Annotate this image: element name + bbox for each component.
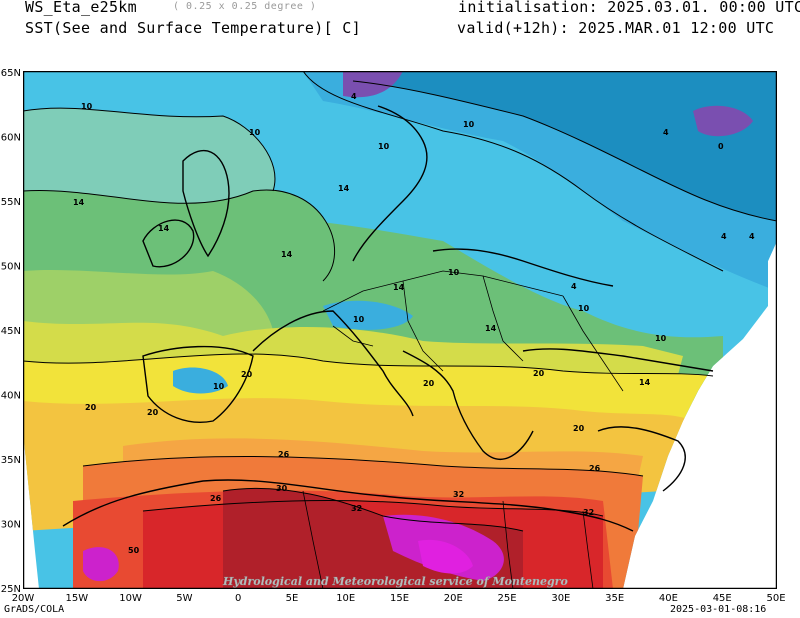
- contour-label: 26: [210, 494, 222, 503]
- contour-label: 32: [453, 490, 464, 499]
- band-0: [343, 71, 403, 98]
- contour-label: 30: [276, 484, 288, 493]
- contour-label: 10: [249, 128, 261, 137]
- latitude-tick-label: 40N: [1, 391, 21, 402]
- contour-label: 20: [85, 403, 97, 412]
- country-borders: [302, 270, 624, 589]
- sst-map: 10 10 10 10 14 14 14 14 20 20 20 26 26 3…: [23, 71, 777, 589]
- band-36: [418, 539, 473, 574]
- latitude-tick-label: 65N: [1, 68, 21, 79]
- model-title: WS_Eta_e25km: [25, 0, 137, 16]
- contour-label: 20: [533, 369, 545, 378]
- band-2: [353, 71, 777, 221]
- contour-label: 32: [351, 504, 362, 513]
- longitude-tick-label: 5W: [176, 593, 192, 604]
- longitude-tick-label: 10W: [119, 593, 142, 604]
- longitude-tick-label: 15E: [390, 593, 409, 604]
- contour-label: 14: [485, 324, 497, 333]
- software-credit: GrADS/COLA: [4, 604, 65, 615]
- longitude-ticks: 20W 15W 10W 5W 0 5E 10E 15E 20E 25E 30E 35E 40E 45E 50…: [12, 593, 786, 604]
- contour-label: 14: [158, 224, 170, 233]
- contour-label: 4: [351, 92, 357, 101]
- contour-label: 14: [281, 250, 293, 259]
- contour-label: 4: [571, 282, 577, 291]
- contour-label: 14: [338, 184, 350, 193]
- contour-label: 4: [749, 232, 755, 241]
- watermark: Hydrological and Meteorological service …: [222, 575, 568, 588]
- contour-label: 14: [73, 198, 85, 207]
- contour-label: 4: [721, 232, 727, 241]
- longitude-tick-label: 35E: [605, 593, 624, 604]
- contour-lines: [23, 71, 777, 532]
- longitude-tick-label: 0: [235, 593, 241, 604]
- longitude-tick-label: 45E: [713, 593, 732, 604]
- coastlines: [62, 105, 714, 532]
- map-border: [23, 71, 777, 589]
- valid-time: valid(+12h): 2025.MAR.01 12:00 UTC: [457, 19, 775, 37]
- longitude-tick-label: 20E: [444, 593, 463, 604]
- contour-label: 20: [423, 379, 435, 388]
- contour-label: 10: [655, 334, 667, 343]
- contour-label: 20: [241, 370, 253, 379]
- field-title: SST(See and Surface Temperature)[ C]: [25, 19, 361, 37]
- alps-patch: [323, 300, 413, 330]
- longitude-tick-label: 20W: [12, 593, 35, 604]
- longitude-tick-label: 40E: [659, 593, 678, 604]
- latitude-tick-label: 35N: [1, 455, 21, 466]
- longitude-tick-label: 30E: [551, 593, 570, 604]
- latitude-tick-label: 50N: [1, 262, 21, 273]
- contour-label: 20: [573, 424, 585, 433]
- contour-label: 10: [378, 142, 390, 151]
- contour-label: 20: [147, 408, 159, 417]
- initialisation-time: initialisation: 2025.03.01. 00:00 UTC: [458, 0, 800, 16]
- latitude-tick-label: 45N: [1, 326, 21, 337]
- contour-labels: 10 10 10 10 14 14 14 14 20 20 20 26 26 3…: [73, 92, 755, 555]
- latitude-tick-label: 60N: [1, 133, 21, 144]
- latitude-tick-label: 25N: [1, 584, 21, 595]
- longitude-tick-label: 25E: [498, 593, 517, 604]
- contour-label: 26: [278, 450, 290, 459]
- latitude-tick-label: 30N: [1, 520, 21, 531]
- timestamp: 2025-03-01-08:16: [670, 604, 767, 615]
- longitude-tick-label: 15W: [65, 593, 88, 604]
- band-34b: [83, 547, 119, 582]
- contour-label: 10: [463, 120, 475, 129]
- contour-label: 10: [213, 382, 225, 391]
- band-0b: [693, 105, 753, 137]
- latitude-tick-label: 55N: [1, 197, 21, 208]
- contour-label: 10: [353, 315, 365, 324]
- contour-label: 10: [81, 102, 93, 111]
- contour-label: 50: [128, 546, 140, 555]
- contour-label: 10: [448, 268, 460, 277]
- contour-label: 0: [718, 142, 724, 151]
- contour-label: 4: [663, 128, 669, 137]
- longitude-tick-label: 5E: [286, 593, 299, 604]
- contour-label: 14: [639, 378, 651, 387]
- longitude-tick-label: 50E: [766, 593, 785, 604]
- grid-resolution: ( 0.25 x 0.25 degree ): [173, 1, 317, 12]
- contour-label: 14: [393, 283, 405, 292]
- latitude-ticks: 65N 60N 55N 50N 45N 40N 35N 30N 25N: [1, 68, 21, 595]
- contour-label: 26: [589, 464, 601, 473]
- iberia-patch: [173, 367, 228, 394]
- contour-label: 10: [578, 304, 590, 313]
- sst-field: [23, 71, 777, 589]
- longitude-tick-label: 10E: [336, 593, 355, 604]
- contour-label: 32: [583, 508, 594, 517]
